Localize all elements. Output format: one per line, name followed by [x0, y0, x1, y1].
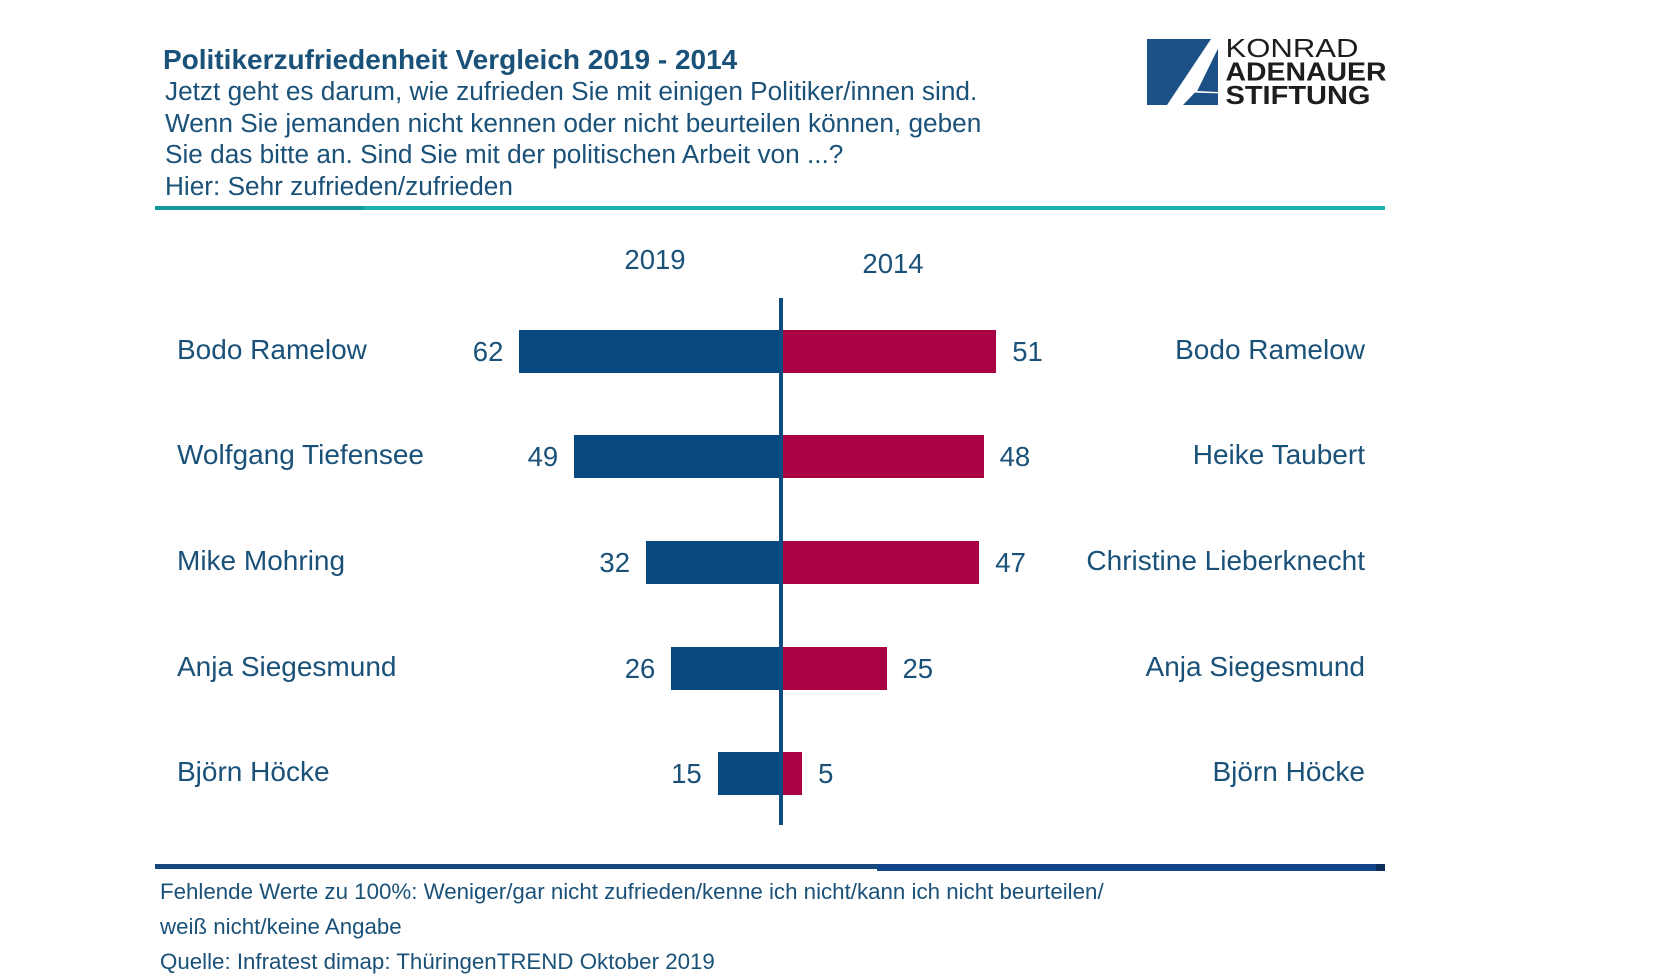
svg-text:ADENAUER: ADENAUER	[1226, 56, 1387, 86]
svg-text:KONRAD: KONRAD	[1226, 33, 1359, 63]
svg-text:STIFTUNG: STIFTUNG	[1226, 80, 1371, 110]
